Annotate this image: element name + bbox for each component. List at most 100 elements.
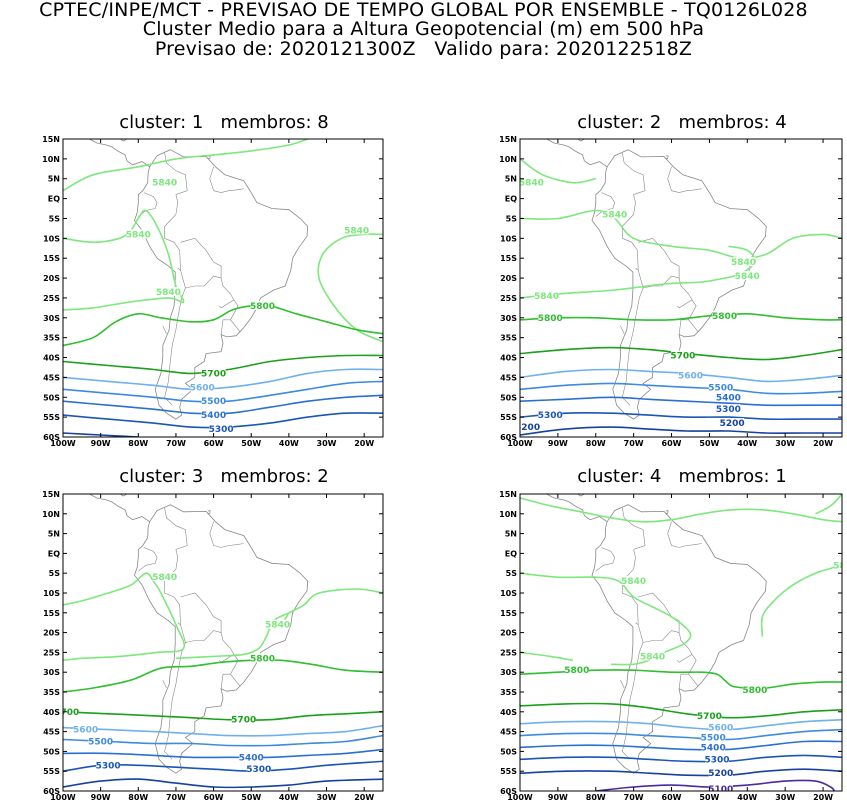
contour-label-5800: 5800 <box>564 666 589 676</box>
lat-label: 15N <box>42 135 60 144</box>
lat-label: 15N <box>499 135 517 144</box>
lat-label: 5S <box>49 214 61 223</box>
contour-5400 <box>520 740 842 751</box>
contour-label-5800: 5800 <box>712 312 737 322</box>
contour-label-5840: 5840 <box>534 292 559 302</box>
contour-label-5300: 5300 <box>209 425 234 435</box>
contour-label-bg <box>670 350 695 360</box>
lon-label: 80W <box>128 439 148 448</box>
contour-5840 <box>63 209 185 311</box>
country-border <box>622 214 639 271</box>
country-border <box>180 592 222 633</box>
lon-label: 20W <box>813 439 833 448</box>
contour-label-bg <box>708 722 733 732</box>
lat-label: 30S <box>500 314 517 323</box>
lon-label: 100W <box>50 439 76 448</box>
contour-label-5840: 5840 <box>126 230 151 240</box>
country-border <box>180 237 222 279</box>
contour-label-5300: 5300 <box>716 405 741 415</box>
contour-label-bg <box>344 225 369 235</box>
coastline <box>591 504 767 774</box>
lat-label: 35S <box>500 334 517 343</box>
contour-label-bg <box>716 392 741 402</box>
lat-label: 5S <box>506 569 518 578</box>
lon-label: 40W <box>737 793 757 802</box>
country-border <box>230 674 241 687</box>
contour-label-5600: 5600 <box>190 383 215 393</box>
contour-label-5200: 5200 <box>515 423 540 433</box>
country-border <box>218 632 235 663</box>
lon-label: 20W <box>813 793 833 802</box>
country-border <box>220 654 239 689</box>
contour-label-bg <box>63 706 79 716</box>
contour-label-bg <box>564 665 589 675</box>
lon-label: 60W <box>204 439 224 448</box>
contour-label-5500: 5500 <box>88 738 113 748</box>
island-outline <box>187 126 193 128</box>
coastline <box>620 679 625 689</box>
contour-label-5840: 5840 <box>152 179 177 189</box>
lat-label: 15S <box>43 254 60 263</box>
coastline <box>89 139 150 168</box>
country-border <box>185 630 222 643</box>
coastline <box>546 139 608 168</box>
lon-label: 20W <box>354 439 374 448</box>
lat-label: 5N <box>48 530 60 539</box>
contour-5840 <box>520 158 596 184</box>
lon-label: 100W <box>50 793 76 802</box>
coastline <box>104 494 128 497</box>
lat-label: 20S <box>43 274 60 283</box>
island-outline <box>665 155 669 159</box>
lat-label: EQ <box>48 195 60 204</box>
lat-label: 35S <box>43 688 60 697</box>
country-border <box>595 547 616 572</box>
contour-label-5600: 5600 <box>678 371 703 381</box>
lat-label: EQ <box>505 549 517 558</box>
island-outline <box>665 510 669 514</box>
country-border <box>667 521 702 548</box>
lat-label: 40S <box>500 354 517 363</box>
lon-label: 40W <box>737 439 757 448</box>
contour-label-bg <box>520 177 544 187</box>
contour-5800 <box>520 669 842 690</box>
contour-label-bg <box>708 768 733 778</box>
country-border <box>643 630 680 643</box>
coastline <box>89 494 150 523</box>
lon-label: 90W <box>548 793 568 802</box>
contour-label-5840: 5840 <box>602 210 627 220</box>
coastline <box>134 504 309 774</box>
lat-label: 10S <box>43 234 60 243</box>
country-border <box>209 521 244 548</box>
lat-label: 10N <box>499 155 517 164</box>
lon-label: 40W <box>279 793 299 802</box>
lat-label: 25S <box>43 648 60 657</box>
lat-label: 25S <box>500 648 517 657</box>
lat-label: 30S <box>500 668 517 677</box>
lat-label: 20S <box>500 629 517 638</box>
contour-5840 <box>815 494 842 515</box>
lat-label: EQ <box>48 549 60 558</box>
lat-label: 10N <box>42 155 60 164</box>
lat-label: 60S <box>43 433 60 442</box>
contour-label-bg <box>538 312 563 322</box>
panel-title-3: cluster: 3 membros: 2 <box>119 466 329 487</box>
contour-label-bg <box>250 300 275 310</box>
lat-label: 5N <box>505 175 517 184</box>
lon-label: 70W <box>624 439 644 448</box>
country-border <box>218 278 235 309</box>
panel-title-2: cluster: 2 membros: 4 <box>577 112 787 133</box>
lon-label: 80W <box>128 793 148 802</box>
lat-label: 30S <box>43 314 60 323</box>
contour-label-5840: 5840 <box>621 577 646 587</box>
lon-label: 30W <box>775 793 795 802</box>
contour-label-bg <box>239 752 264 762</box>
lat-label: 40S <box>500 708 517 717</box>
contour-label-bg <box>640 651 665 661</box>
lat-label: 30S <box>43 668 60 677</box>
lat-label: 5N <box>505 530 517 539</box>
lon-label: 100W <box>507 439 533 448</box>
lat-label: 45S <box>43 373 60 382</box>
lat-label: 20S <box>43 629 60 638</box>
lon-label: 20W <box>354 793 374 802</box>
map-panel-1-content: 5840 5840 5840 5840 5800 5700 5600 5500 5400 5300… <box>42 126 384 448</box>
